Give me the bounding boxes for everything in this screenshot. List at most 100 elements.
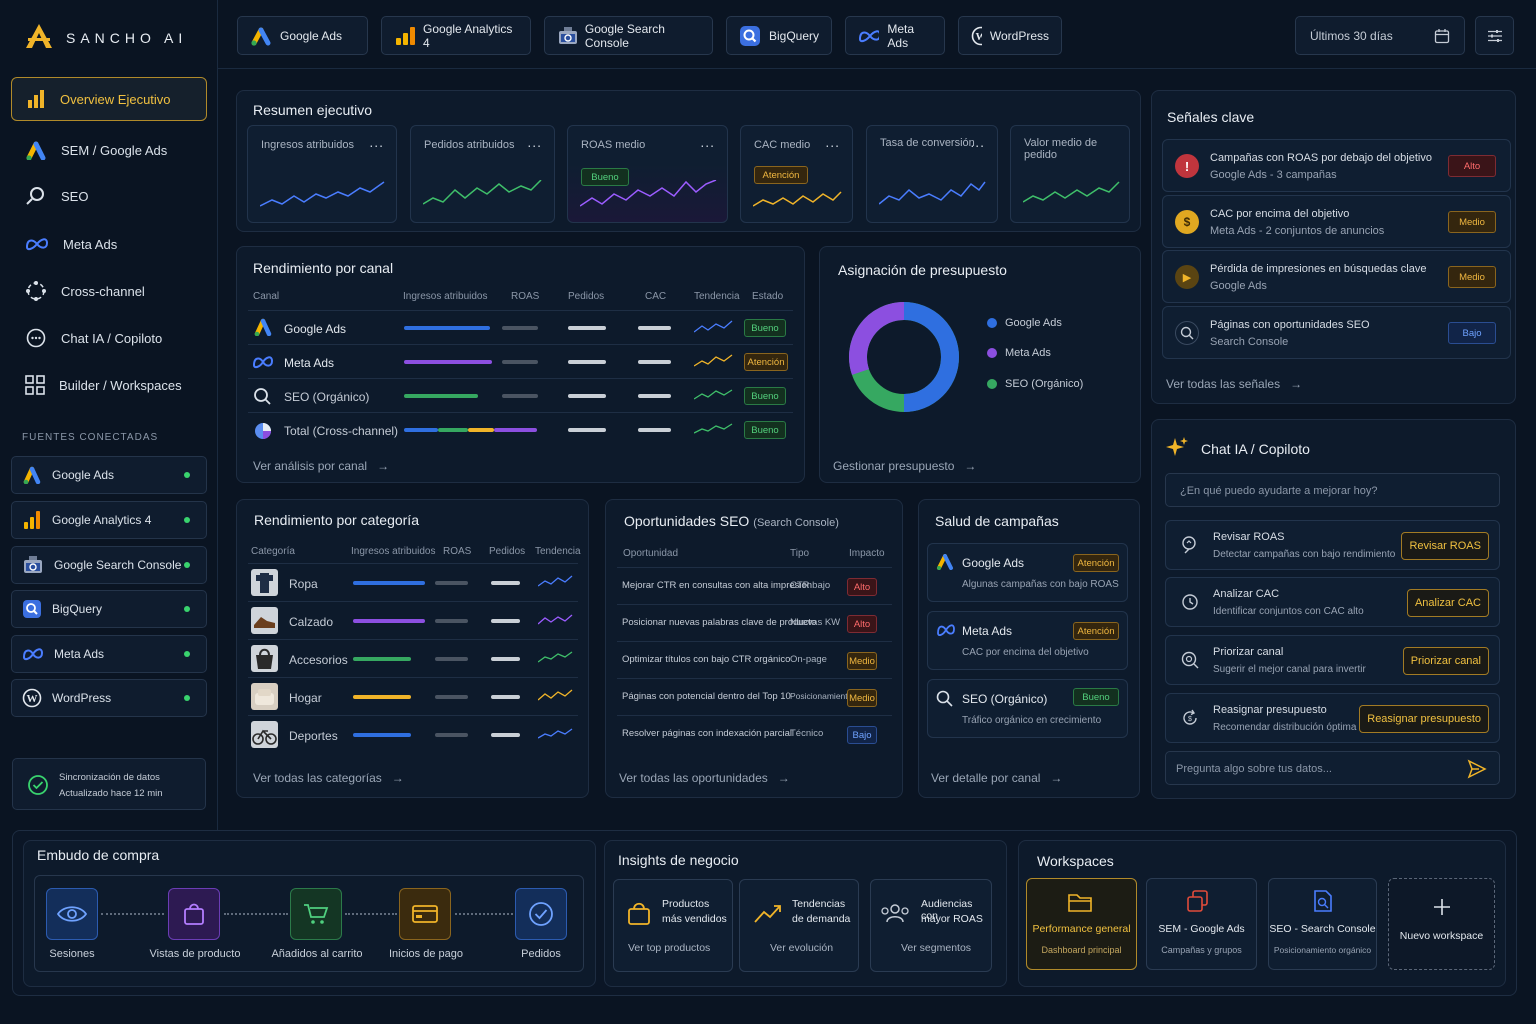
tab-wordpress[interactable]: W WordPress bbox=[958, 16, 1062, 55]
funnel-step-orders[interactable] bbox=[515, 888, 567, 940]
kpi-card[interactable]: Pedidos atribuidos ... bbox=[410, 125, 555, 223]
sidebar-item-overview[interactable]: Overview Ejecutivo bbox=[11, 77, 207, 121]
kpi-label: ROAS medio bbox=[581, 139, 646, 151]
opportunity-text: Posicionar nuevas palabras clave de prod… bbox=[622, 617, 817, 628]
funnel-step-sessions[interactable] bbox=[46, 888, 98, 940]
funnel-step-add-to-cart[interactable] bbox=[290, 888, 342, 940]
reassign-budget-button[interactable]: Reasignar presupuesto bbox=[1359, 705, 1489, 733]
channel-analysis-link[interactable]: Ver análisis por canal → bbox=[253, 459, 389, 473]
source-wordpress[interactable]: W WordPress bbox=[11, 679, 207, 717]
table-row[interactable]: Mejorar CTR en consultas con alta impres… bbox=[617, 567, 892, 604]
chat-action-card[interactable]: Priorizar canal Sugerir el mejor canal p… bbox=[1165, 635, 1500, 685]
tab-meta-ads[interactable]: Meta Ads bbox=[845, 16, 945, 55]
funnel-step-checkout[interactable] bbox=[399, 888, 451, 940]
new-workspace-button[interactable]: Nuevo workspace bbox=[1388, 878, 1495, 970]
more-options-icon[interactable]: ... bbox=[825, 134, 840, 150]
all-categories-link[interactable]: Ver todas las categorías → bbox=[253, 771, 404, 785]
signal-item[interactable]: Páginas con oportunidades SEO Search Con… bbox=[1162, 306, 1511, 359]
kpi-card[interactable]: Ingresos atribuidos ... bbox=[247, 125, 397, 223]
insight-line-1: Tendencias bbox=[792, 898, 846, 910]
insight-link[interactable]: Ver top productos bbox=[628, 942, 711, 954]
more-options-icon[interactable]: ... bbox=[970, 134, 985, 150]
table-row[interactable]: Calzado bbox=[248, 601, 578, 639]
filters-button[interactable] bbox=[1475, 16, 1514, 55]
kpi-card[interactable]: Tasa de conversión ... bbox=[866, 125, 998, 223]
sidebar-item-builder[interactable]: Builder / Workspaces bbox=[11, 366, 207, 404]
manage-budget-link[interactable]: Gestionar presupuesto → bbox=[833, 459, 976, 473]
insight-card[interactable]: Productos más vendidos Ver top productos bbox=[613, 879, 733, 972]
send-icon[interactable] bbox=[1467, 759, 1487, 779]
signal-item[interactable]: ▶ Pérdida de impresiones en búsquedas cl… bbox=[1162, 250, 1511, 303]
kpi-card[interactable]: CAC medio ... Atención bbox=[740, 125, 853, 223]
table-row[interactable]: SEO (Orgánico) Bueno bbox=[248, 378, 793, 412]
table-row[interactable]: Hogar bbox=[248, 677, 578, 715]
more-options-icon[interactable]: ... bbox=[527, 134, 542, 150]
tab-google-analytics[interactable]: Google Analytics 4 bbox=[381, 16, 531, 55]
table-row[interactable]: Google Ads Bueno bbox=[248, 310, 793, 344]
source-google-ads[interactable]: Google Ads bbox=[11, 456, 207, 494]
source-bigquery[interactable]: BigQuery bbox=[11, 590, 207, 628]
table-row[interactable]: Deportes bbox=[248, 715, 578, 753]
roas-bar bbox=[502, 394, 538, 398]
funnel-step-product-views[interactable] bbox=[168, 888, 220, 940]
table-row[interactable]: Meta Ads Atención bbox=[248, 344, 793, 378]
source-label: BigQuery bbox=[52, 602, 103, 616]
channel-detail-link[interactable]: Ver detalle por canal → bbox=[931, 771, 1062, 785]
table-row[interactable]: Accesorios bbox=[248, 639, 578, 677]
workspace-card-sem[interactable]: SEM - Google Ads Campañas y grupos bbox=[1146, 878, 1257, 970]
trend-sparkline bbox=[538, 575, 573, 587]
prioritize-channel-button[interactable]: Priorizar canal bbox=[1402, 647, 1489, 675]
insight-card[interactable]: Tendencias de demanda Ver evolución bbox=[739, 879, 859, 972]
sidebar-item-label: Meta Ads bbox=[63, 236, 118, 252]
search-icon bbox=[936, 690, 953, 707]
cac-bar bbox=[638, 326, 671, 330]
revenue-bar-meta bbox=[494, 428, 537, 432]
tab-search-console[interactable]: Google Search Console bbox=[544, 16, 713, 55]
budget-donut-chart bbox=[849, 302, 959, 412]
kpi-card[interactable]: Valor medio de pedido bbox=[1010, 125, 1130, 223]
kpi-card[interactable]: ROAS medio ... Bueno bbox=[567, 125, 728, 223]
sidebar-item-sem[interactable]: SEM / Google Ads bbox=[11, 131, 207, 169]
insight-link[interactable]: Ver evolución bbox=[770, 942, 834, 954]
source-ga4[interactable]: Google Analytics 4 bbox=[11, 501, 207, 539]
sidebar-item-meta[interactable]: Meta Ads bbox=[11, 225, 207, 263]
tab-bigquery[interactable]: BigQuery bbox=[726, 16, 832, 55]
more-options-icon[interactable]: ... bbox=[369, 134, 384, 150]
source-search-console[interactable]: Google Search Console bbox=[11, 546, 207, 584]
insight-card[interactable]: Audiencias con mayor ROAS Ver segmentos bbox=[870, 879, 992, 972]
signal-item[interactable]: $ CAC por encima del objetivo Meta Ads -… bbox=[1162, 195, 1511, 248]
campaign-health-card[interactable]: Google Ads Atención Algunas campañas con… bbox=[927, 543, 1128, 602]
table-row[interactable]: Posicionar nuevas palabras clave de prod… bbox=[617, 604, 892, 641]
workspace-card-performance[interactable]: Performance general Dashboard principal bbox=[1026, 878, 1137, 970]
table-row[interactable]: Páginas con potencial dentro del Top 10 … bbox=[617, 678, 892, 715]
chat-prompt-input[interactable]: ¿En qué puedo ayudarte a mejorar hoy? bbox=[1165, 473, 1500, 507]
sidebar-item-seo[interactable]: SEO bbox=[11, 177, 207, 215]
sync-title: Sincronización de datos bbox=[59, 772, 160, 783]
table-row[interactable]: Resolver páginas con indexación parcial … bbox=[617, 715, 892, 752]
chat-action-card[interactable]: Revisar ROAS Detectar campañas con bajo … bbox=[1165, 520, 1500, 570]
campaign-health-card[interactable]: Meta Ads Atención CAC por encima del obj… bbox=[927, 611, 1128, 670]
chat-message-input[interactable]: Pregunta algo sobre tus datos... bbox=[1165, 751, 1500, 785]
source-meta-ads[interactable]: Meta Ads bbox=[11, 635, 207, 673]
table-row[interactable]: Ropa bbox=[248, 563, 578, 601]
sidebar-item-cross-channel[interactable]: Cross-channel bbox=[11, 272, 207, 310]
sidebar-item-chat[interactable]: Chat IA / Copiloto bbox=[11, 319, 207, 357]
chat-action-card[interactable]: $ Reasignar presupuesto Recomendar distr… bbox=[1165, 693, 1500, 743]
meta-icon bbox=[858, 29, 880, 42]
workspace-card-seo[interactable]: SEO - Search Console Posicionamiento org… bbox=[1268, 878, 1377, 970]
signal-item[interactable]: ! Campañas con ROAS por debajo del objet… bbox=[1162, 139, 1511, 192]
budget-title: Asignación de presupuesto bbox=[838, 262, 1007, 278]
table-row[interactable]: Optimizar títulos con bajo CTR orgánico … bbox=[617, 641, 892, 678]
review-roas-button[interactable]: Revisar ROAS bbox=[1401, 532, 1489, 560]
all-opportunities-link[interactable]: Ver todas las oportunidades → bbox=[619, 771, 790, 785]
date-range-picker[interactable]: Últimos 30 días bbox=[1295, 16, 1465, 55]
analyze-cac-button[interactable]: Analizar CAC bbox=[1406, 589, 1489, 617]
all-signals-link[interactable]: Ver todas las señales → bbox=[1166, 377, 1302, 391]
insight-link[interactable]: Ver segmentos bbox=[901, 942, 972, 954]
tab-google-ads[interactable]: Google Ads bbox=[237, 16, 368, 55]
brand-logo bbox=[24, 22, 54, 50]
chat-action-card[interactable]: Analizar CAC Identificar conjuntos con C… bbox=[1165, 577, 1500, 627]
campaign-health-card[interactable]: SEO (Orgánico) Bueno Tráfico orgánico en… bbox=[927, 679, 1128, 738]
table-row[interactable]: Total (Cross-channel) Bueno bbox=[248, 412, 793, 446]
more-options-icon[interactable]: ... bbox=[700, 134, 715, 150]
